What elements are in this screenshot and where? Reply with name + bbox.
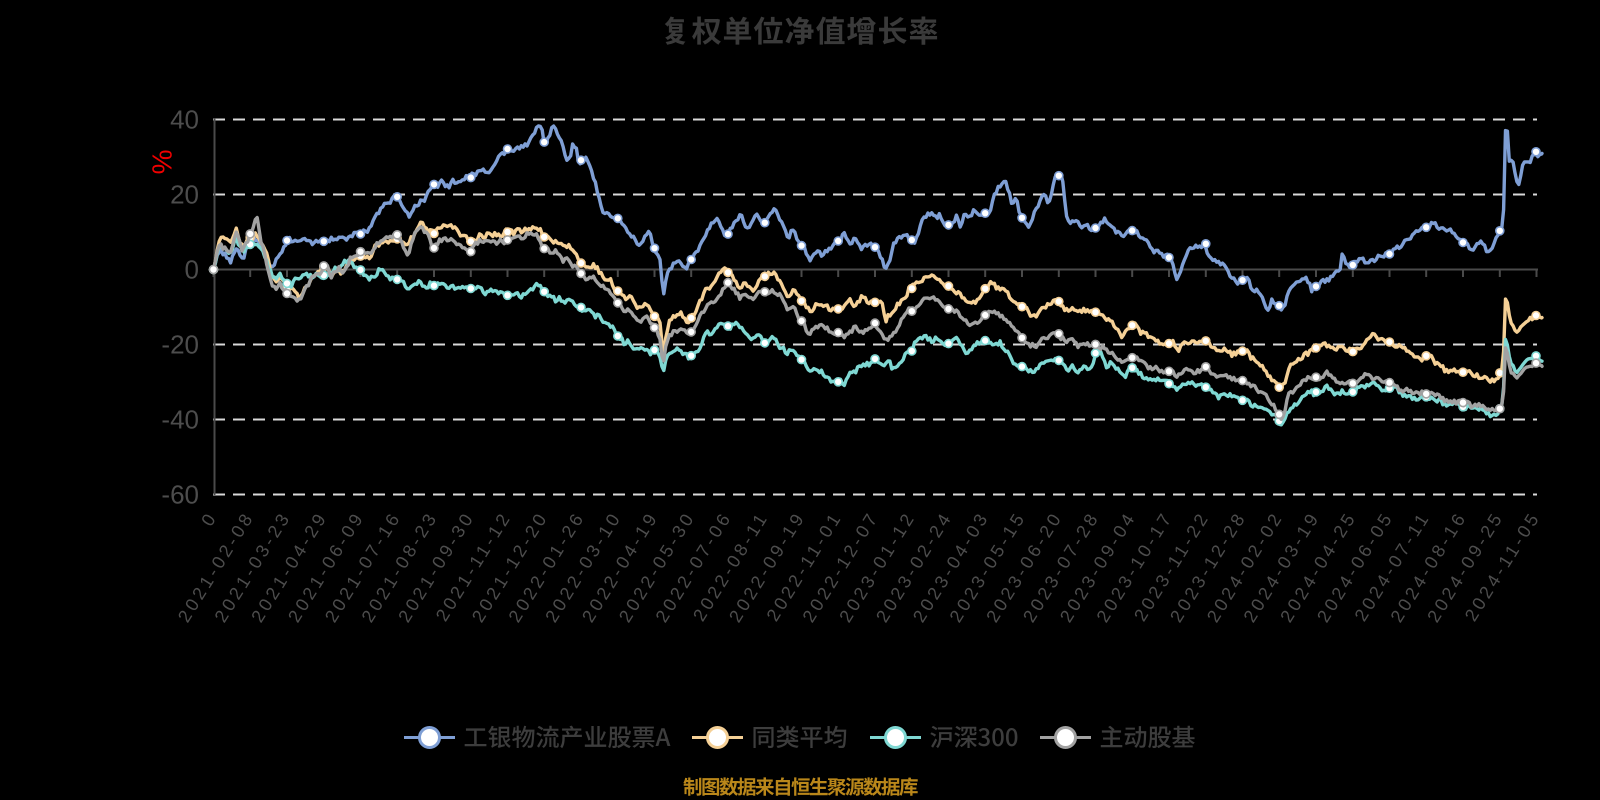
svg-text:20: 20 xyxy=(170,180,199,210)
svg-text:%: % xyxy=(147,150,178,175)
svg-text:0: 0 xyxy=(185,255,199,285)
svg-text:-40: -40 xyxy=(161,405,199,435)
svg-text:40: 40 xyxy=(170,105,199,135)
svg-text:-60: -60 xyxy=(161,480,199,510)
svg-text:-20: -20 xyxy=(161,330,199,360)
